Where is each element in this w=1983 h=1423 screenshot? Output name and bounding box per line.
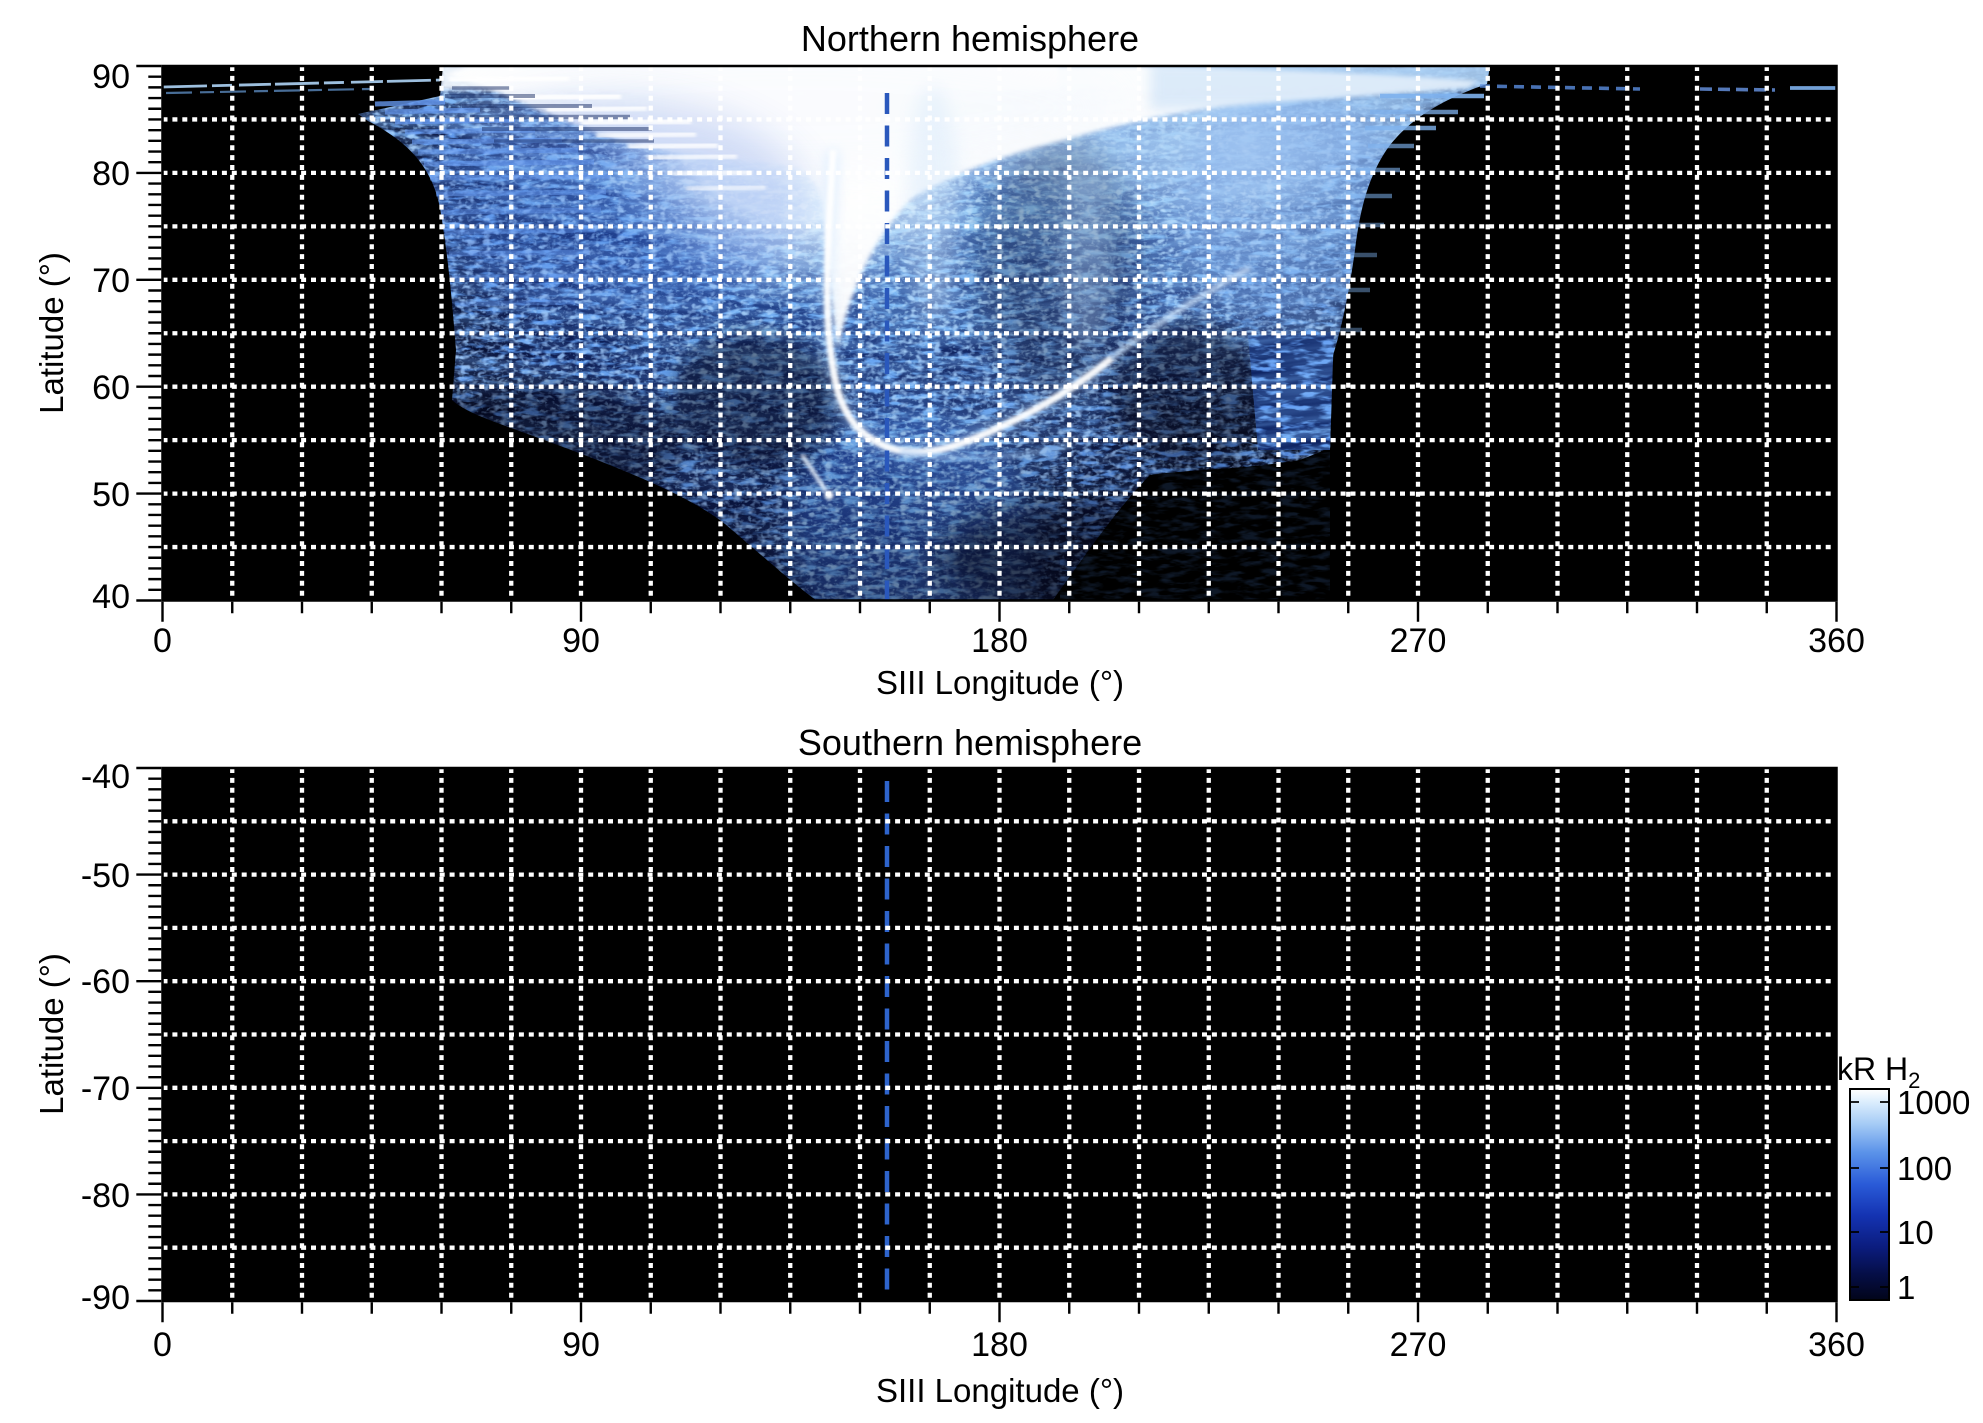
svg-text:0: 0: [153, 622, 172, 660]
svg-text:1000: 1000: [1897, 1084, 1970, 1121]
svg-text:90: 90: [562, 1326, 600, 1364]
svg-text:100: 100: [1897, 1150, 1952, 1187]
svg-text:SIII Longitude (°): SIII Longitude (°): [876, 1372, 1124, 1409]
svg-text:50: 50: [92, 476, 130, 514]
svg-text:-70: -70: [81, 1070, 130, 1108]
svg-text:Latitude (°): Latitude (°): [33, 953, 70, 1115]
svg-text:-50: -50: [81, 857, 130, 895]
svg-text:-90: -90: [81, 1279, 130, 1317]
svg-text:Southern hemisphere: Southern hemisphere: [798, 722, 1142, 763]
svg-text:Northern hemisphere: Northern hemisphere: [801, 18, 1139, 59]
svg-text:90: 90: [92, 58, 130, 96]
svg-text:60: 60: [92, 369, 130, 407]
svg-text:360: 360: [1808, 622, 1865, 660]
svg-text:-40: -40: [81, 758, 130, 796]
svg-text:40: 40: [92, 578, 130, 616]
svg-text:70: 70: [92, 262, 130, 300]
svg-text:80: 80: [92, 155, 130, 193]
svg-text:kR H2: kR H2: [1837, 1051, 1920, 1093]
svg-text:180: 180: [971, 1326, 1028, 1364]
svg-text:1: 1: [1897, 1269, 1915, 1306]
svg-text:SIII Longitude (°): SIII Longitude (°): [876, 664, 1124, 701]
svg-text:-80: -80: [81, 1177, 130, 1215]
svg-text:-60: -60: [81, 963, 130, 1001]
svg-text:270: 270: [1390, 622, 1447, 660]
svg-text:180: 180: [971, 622, 1028, 660]
svg-text:270: 270: [1390, 1326, 1447, 1364]
svg-text:90: 90: [562, 622, 600, 660]
svg-text:360: 360: [1808, 1326, 1865, 1364]
svg-text:0: 0: [153, 1326, 172, 1364]
svg-text:10: 10: [1897, 1214, 1934, 1251]
svg-text:Latitude (°): Latitude (°): [33, 252, 70, 414]
